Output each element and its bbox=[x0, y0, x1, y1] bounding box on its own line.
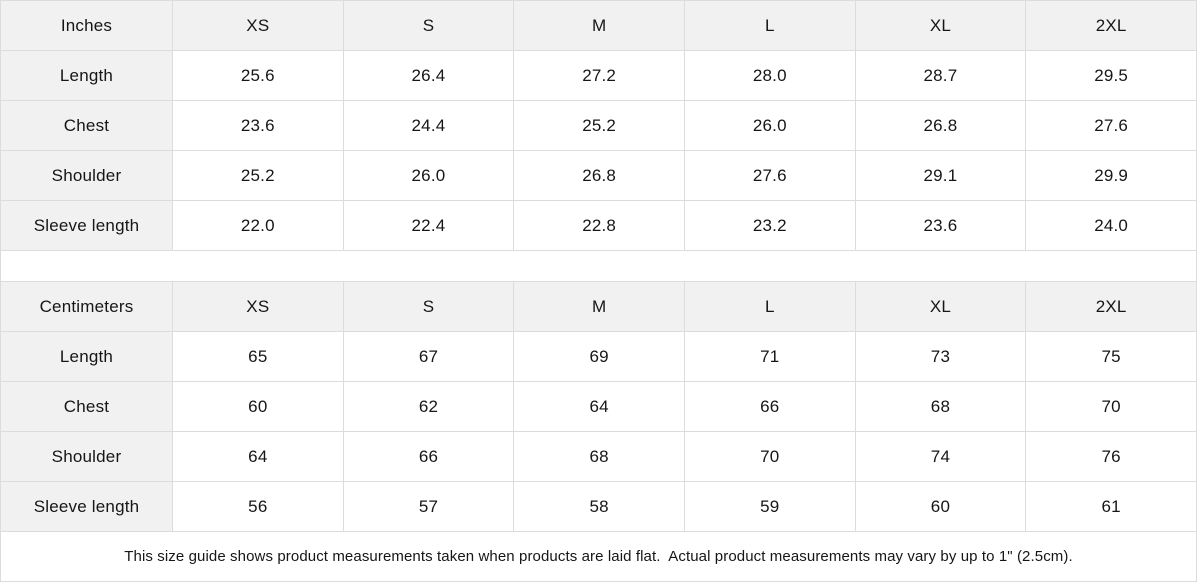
inches-size-table: Inches XS S M L XL 2XL Length 25.6 26.4 … bbox=[0, 0, 1197, 251]
measurement-cell: 27.6 bbox=[1025, 100, 1197, 151]
measurement-cell: 27.6 bbox=[683, 150, 856, 201]
size-header-2xl: 2XL bbox=[1025, 281, 1197, 332]
measurement-cell: 68 bbox=[513, 431, 685, 482]
measurement-cell: 26.4 bbox=[342, 50, 515, 101]
table-row-sleeve-length: Sleeve length 22.0 22.4 22.8 23.2 23.6 2… bbox=[0, 200, 1197, 251]
measurement-cell: 74 bbox=[854, 431, 1027, 482]
measurement-cell: 58 bbox=[513, 481, 685, 532]
measurement-cell: 29.5 bbox=[1025, 50, 1197, 101]
size-header-m: M bbox=[513, 0, 685, 51]
size-header-s: S bbox=[342, 281, 515, 332]
measurement-cell: 23.6 bbox=[172, 100, 344, 151]
unit-label-inches: Inches bbox=[0, 0, 173, 51]
table-row-shoulder: Shoulder 25.2 26.0 26.8 27.6 29.1 29.9 bbox=[0, 150, 1197, 201]
measurement-cell: 70 bbox=[683, 431, 856, 482]
centimeters-header-row: Centimeters XS S M L XL 2XL bbox=[0, 281, 1197, 332]
measurement-cell: 57 bbox=[342, 481, 515, 532]
measurement-cell: 23.6 bbox=[854, 200, 1027, 251]
measurement-cell: 66 bbox=[342, 431, 515, 482]
measurement-cell: 26.8 bbox=[854, 100, 1027, 151]
measurement-cell: 64 bbox=[172, 431, 344, 482]
measurement-cell: 28.7 bbox=[854, 50, 1027, 101]
unit-label-centimeters: Centimeters bbox=[0, 281, 173, 332]
measurement-cell: 66 bbox=[683, 381, 856, 432]
measurement-cell: 62 bbox=[342, 381, 515, 432]
table-row-length: Length 65 67 69 71 73 75 bbox=[0, 331, 1197, 382]
table-row-chest: Chest 23.6 24.4 25.2 26.0 26.8 27.6 bbox=[0, 100, 1197, 151]
measurement-cell: 60 bbox=[172, 381, 344, 432]
measurement-cell: 28.0 bbox=[683, 50, 856, 101]
measurement-cell: 60 bbox=[854, 481, 1027, 532]
measurement-cell: 24.4 bbox=[342, 100, 515, 151]
size-header-l: L bbox=[683, 0, 856, 51]
size-header-l: L bbox=[683, 281, 856, 332]
row-label: Shoulder bbox=[0, 431, 173, 482]
measurement-cell: 69 bbox=[513, 331, 685, 382]
measurement-cell: 67 bbox=[342, 331, 515, 382]
measurement-cell: 73 bbox=[854, 331, 1027, 382]
row-label: Chest bbox=[0, 381, 173, 432]
measurement-cell: 26.0 bbox=[342, 150, 515, 201]
size-header-m: M bbox=[513, 281, 685, 332]
table-row-sleeve-length: Sleeve length 56 57 58 59 60 61 bbox=[0, 481, 1197, 532]
inches-header-row: Inches XS S M L XL 2XL bbox=[0, 0, 1197, 51]
row-label: Sleeve length bbox=[0, 200, 173, 251]
measurement-cell: 25.2 bbox=[172, 150, 344, 201]
measurement-cell: 64 bbox=[513, 381, 685, 432]
table-row-chest: Chest 60 62 64 66 68 70 bbox=[0, 381, 1197, 432]
table-row-shoulder: Shoulder 64 66 68 70 74 76 bbox=[0, 431, 1197, 482]
measurement-cell: 76 bbox=[1025, 431, 1197, 482]
size-header-xl: XL bbox=[854, 281, 1027, 332]
measurement-cell: 26.0 bbox=[683, 100, 856, 151]
measurement-cell: 22.8 bbox=[513, 200, 685, 251]
measurement-cell: 65 bbox=[172, 331, 344, 382]
row-label: Length bbox=[0, 50, 173, 101]
measurement-cell: 27.2 bbox=[513, 50, 685, 101]
row-label: Sleeve length bbox=[0, 481, 173, 532]
measurement-cell: 71 bbox=[683, 331, 856, 382]
measurement-cell: 23.2 bbox=[683, 200, 856, 251]
measurement-cell: 70 bbox=[1025, 381, 1197, 432]
measurement-cell: 25.2 bbox=[513, 100, 685, 151]
measurement-cell: 61 bbox=[1025, 481, 1197, 532]
measurement-cell: 25.6 bbox=[172, 50, 344, 101]
measurement-cell: 68 bbox=[854, 381, 1027, 432]
size-guide-disclaimer: This size guide shows product measuremen… bbox=[0, 532, 1197, 582]
measurement-cell: 29.9 bbox=[1025, 150, 1197, 201]
row-label: Shoulder bbox=[0, 150, 173, 201]
measurement-cell: 22.4 bbox=[342, 200, 515, 251]
table-row-length: Length 25.6 26.4 27.2 28.0 28.7 29.5 bbox=[0, 50, 1197, 101]
measurement-cell: 56 bbox=[172, 481, 344, 532]
size-header-s: S bbox=[342, 0, 515, 51]
size-header-xl: XL bbox=[854, 0, 1027, 51]
measurement-cell: 59 bbox=[683, 481, 856, 532]
size-header-xs: XS bbox=[172, 281, 344, 332]
measurement-cell: 75 bbox=[1025, 331, 1197, 382]
measurement-cell: 26.8 bbox=[513, 150, 685, 201]
centimeters-size-table: Centimeters XS S M L XL 2XL Length 65 67… bbox=[0, 281, 1197, 532]
row-label: Length bbox=[0, 331, 173, 382]
row-label: Chest bbox=[0, 100, 173, 151]
table-section-gap bbox=[0, 251, 1197, 281]
measurement-cell: 24.0 bbox=[1025, 200, 1197, 251]
measurement-cell: 29.1 bbox=[854, 150, 1027, 201]
size-header-2xl: 2XL bbox=[1025, 0, 1197, 51]
measurement-cell: 22.0 bbox=[172, 200, 344, 251]
size-header-xs: XS bbox=[172, 0, 344, 51]
